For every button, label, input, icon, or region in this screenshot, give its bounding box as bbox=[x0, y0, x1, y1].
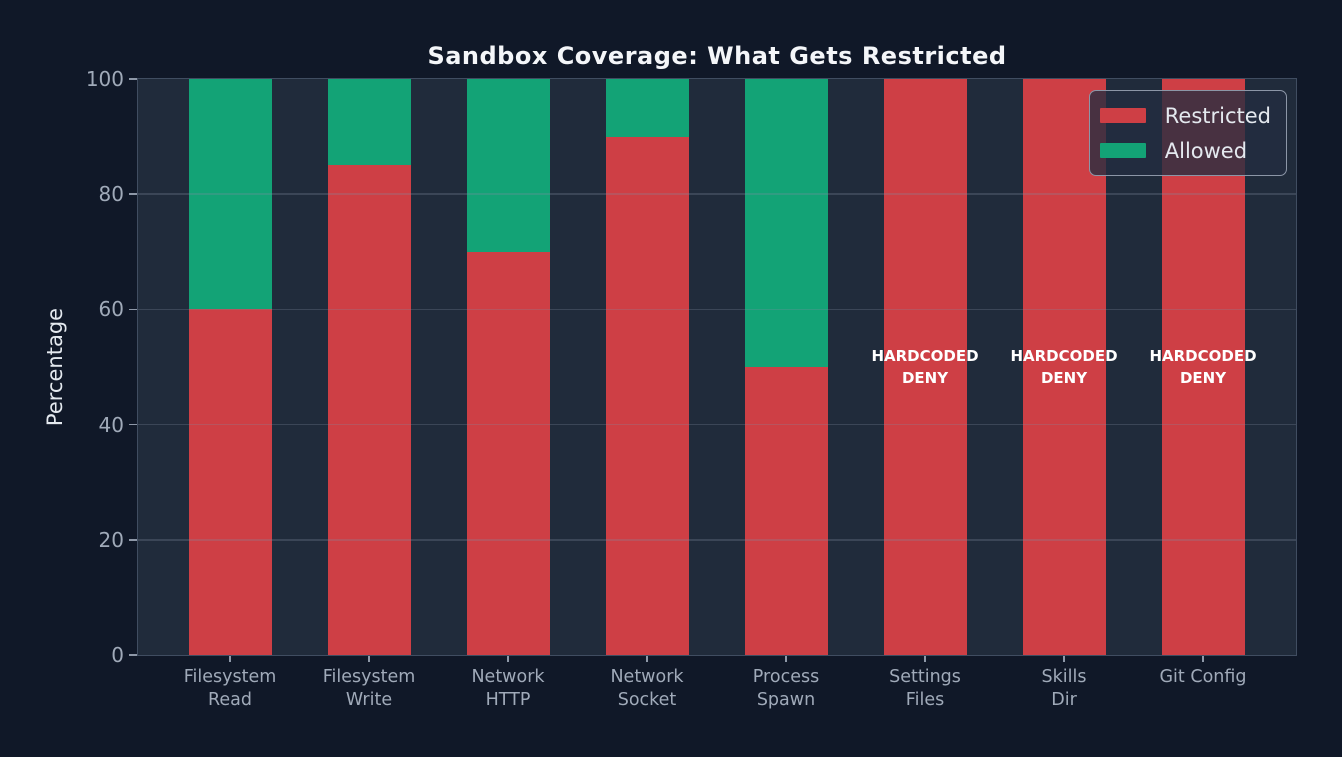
bar-3 bbox=[466, 79, 550, 655]
x-tick-mark bbox=[507, 656, 509, 662]
x-tick-mark bbox=[368, 656, 370, 662]
grid-line bbox=[138, 193, 1296, 195]
y-tick-label: 80 bbox=[98, 182, 124, 207]
x-tick-label: Process Spawn bbox=[752, 667, 820, 710]
y-tick-label: 60 bbox=[98, 297, 124, 322]
grid-line bbox=[138, 423, 1296, 426]
bar-segment-restricted bbox=[883, 79, 967, 655]
grid-line bbox=[138, 539, 1296, 541]
y-tick-mark bbox=[129, 193, 137, 195]
y-tick-mark bbox=[129, 654, 137, 656]
y-tick-label: 0 bbox=[111, 643, 124, 667]
y-tick-label: 20 bbox=[98, 527, 124, 552]
legend: Restricted Allowed bbox=[1088, 90, 1287, 176]
bar-segment-restricted bbox=[744, 367, 828, 655]
bar-5 bbox=[744, 79, 828, 655]
bar-segment-allowed bbox=[466, 79, 550, 252]
legend-label: Allowed bbox=[1164, 138, 1248, 163]
x-tick-mark bbox=[1063, 656, 1065, 662]
legend-swatch-allowed bbox=[1099, 143, 1146, 158]
legend-row: Allowed bbox=[1099, 135, 1271, 166]
x-tick-label: Filesystem Write bbox=[322, 667, 416, 710]
bar-1 bbox=[188, 79, 272, 655]
y-tick-label: 100 bbox=[85, 67, 124, 91]
y-tick-mark bbox=[129, 539, 137, 541]
plot-area: Restricted Allowed Filesystem Read Filesys… bbox=[86, 67, 1297, 710]
bar-segment-restricted bbox=[605, 136, 689, 655]
legend-swatch-restricted bbox=[1099, 108, 1146, 123]
bar-annotation: HARDCODED DENY bbox=[1149, 347, 1257, 387]
x-tick-mark bbox=[924, 656, 926, 662]
legend-label: Restricted bbox=[1164, 103, 1271, 128]
grid-line bbox=[138, 308, 1296, 311]
x-tick-label: Skills Dir bbox=[1041, 667, 1087, 710]
x-tick-label: Settings Files bbox=[889, 667, 961, 710]
x-tick-mark bbox=[229, 656, 231, 662]
chart-title: Sandbox Coverage: What Gets Restricted bbox=[427, 42, 1007, 70]
y-axis-label: Percentage bbox=[43, 307, 67, 427]
bar-segment-restricted bbox=[327, 165, 411, 655]
x-tick-mark bbox=[646, 656, 648, 662]
bar-annotation: HARDCODED DENY bbox=[1010, 347, 1118, 387]
x-tick-label: Git Config bbox=[1159, 667, 1247, 687]
bar-segment-restricted bbox=[188, 309, 272, 655]
x-tick-mark bbox=[785, 656, 787, 662]
bar-segment-allowed bbox=[605, 79, 689, 137]
y-tick-label: 40 bbox=[98, 412, 124, 437]
bar-2 bbox=[327, 79, 411, 655]
y-tick-mark bbox=[129, 78, 137, 80]
bar-segment-restricted bbox=[466, 251, 550, 655]
bar-6 bbox=[883, 79, 967, 655]
legend-row: Restricted bbox=[1099, 100, 1271, 131]
x-tick-label: Network HTTP bbox=[471, 667, 545, 710]
y-tick-mark bbox=[129, 308, 137, 311]
x-tick-label: Filesystem Read bbox=[183, 667, 277, 710]
bar-4 bbox=[605, 79, 689, 655]
bar-annotation: HARDCODED DENY bbox=[871, 347, 979, 387]
y-tick-mark bbox=[129, 423, 137, 426]
x-tick-mark bbox=[1202, 656, 1204, 662]
bar-segment-allowed bbox=[327, 79, 411, 166]
bar-segment-allowed bbox=[188, 79, 272, 310]
x-tick-label: Network Socket bbox=[610, 667, 684, 710]
bar-segment-allowed bbox=[744, 79, 828, 367]
